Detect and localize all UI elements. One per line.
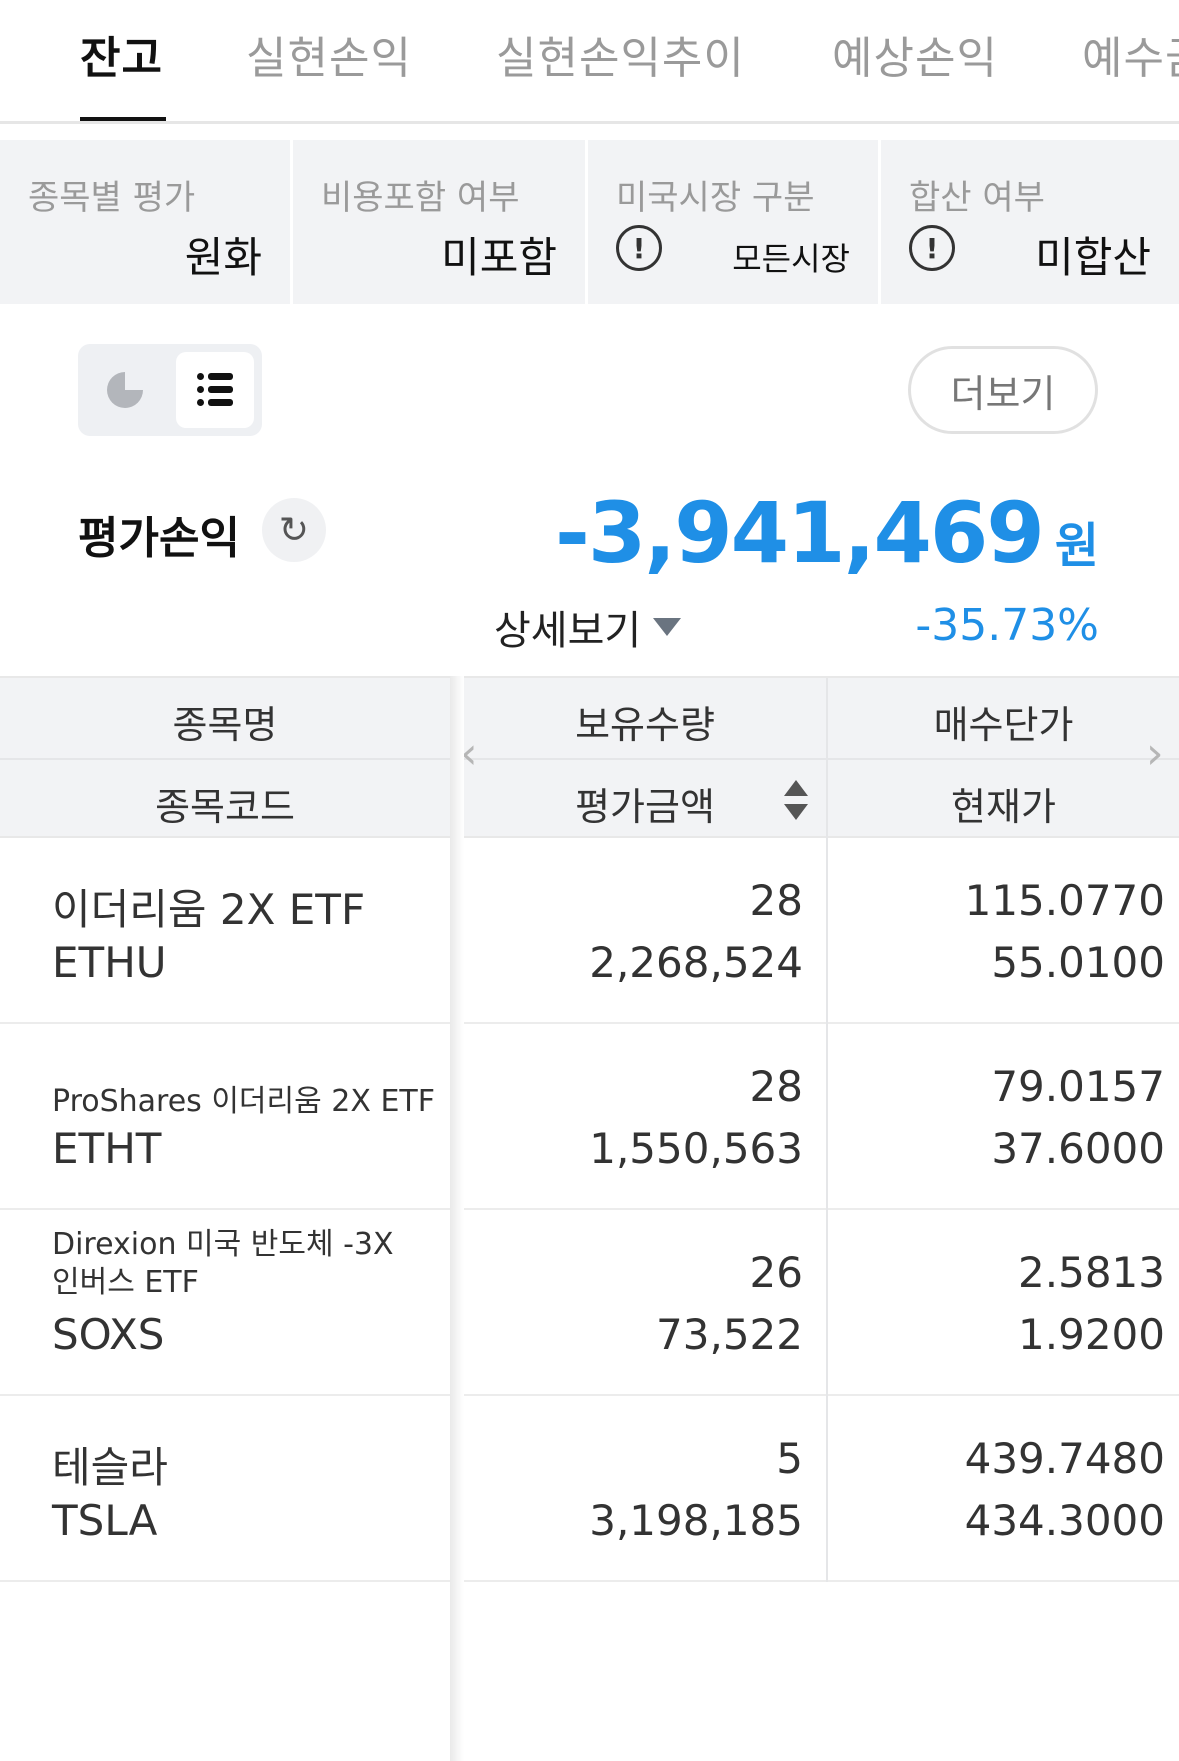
stock-code: ETHT	[52, 1124, 162, 1173]
valuation-amount: 2,268,524	[589, 938, 803, 987]
buy-price: 115.0770	[964, 876, 1165, 925]
header-code: 종목코드	[155, 785, 295, 829]
pnl-label: 평가손익	[78, 513, 240, 564]
quantity: 26	[749, 1248, 803, 1297]
list-icon	[197, 373, 233, 407]
info-icon[interactable]: !	[909, 225, 955, 271]
info-icon[interactable]: !	[616, 225, 662, 271]
merge-filter-value: 미합산	[1035, 233, 1151, 282]
header-valuation-amount[interactable]: 평가금액	[575, 785, 715, 829]
valuation-amount: 1,550,563	[589, 1124, 803, 1173]
header-current-price: 현재가	[951, 785, 1056, 829]
buy-price: 2.5813	[1018, 1248, 1165, 1297]
sort-icon[interactable]	[784, 780, 808, 824]
tab-balance[interactable]: 잔고	[80, 33, 163, 84]
tab-bar: 잔고 실현손익 실현손익추이 예상손익 예수금	[0, 0, 1179, 124]
stock-name: ProShares 이더리움 2X ETF	[52, 1084, 435, 1119]
current-price: 55.0100	[991, 938, 1165, 987]
quantity: 28	[749, 1062, 803, 1111]
table-row[interactable]: 테슬라 TSLA 5 3,198,185 439.7480 434.3000	[0, 1396, 1179, 1582]
active-tab-indicator	[80, 117, 166, 121]
table-header: 종목명 종목코드 보유수량 평가금액 매수단가 현재가 ‹ ›	[0, 676, 1179, 840]
valuation-amount: 3,198,185	[589, 1496, 803, 1545]
caret-down-icon	[653, 618, 682, 636]
pnl-amount: -3,941,469 원	[555, 484, 1099, 582]
list-view-button[interactable]	[176, 352, 254, 428]
chevron-right-icon[interactable]: ›	[1146, 728, 1164, 779]
stock-name: Direxion 미국 반도체 -3X 인버스 ETF	[52, 1227, 394, 1300]
stock-code: SOXS	[52, 1310, 165, 1359]
frozen-column-shadow	[450, 676, 464, 1761]
stock-code: ETHU	[52, 938, 167, 987]
stock-name: 이더리움 2X ETF	[52, 885, 366, 934]
pnl-unit: 원	[1054, 518, 1099, 574]
buy-price: 79.0157	[991, 1062, 1165, 1111]
pnl-value: -3,941,469	[555, 484, 1045, 582]
stock-code: TSLA	[52, 1496, 158, 1545]
valuation-filter[interactable]: 종목별 평가 원화	[0, 140, 290, 304]
filter-bar: 종목별 평가 원화 비용포함 여부 미포함 미국시장 구분 ! 모든시장 합산 …	[0, 140, 1179, 304]
buy-price: 439.7480	[964, 1434, 1165, 1483]
header-name: 종목명	[172, 703, 278, 747]
table-row[interactable]: 이더리움 2X ETF ETHU 28 2,268,524 115.0770 5…	[0, 838, 1179, 1024]
current-price: 1.9200	[1018, 1310, 1165, 1359]
chevron-left-icon[interactable]: ‹	[460, 728, 478, 779]
column-divider	[826, 838, 828, 1582]
stock-name: 테슬라	[52, 1443, 168, 1492]
tab-deposit[interactable]: 예수금	[1082, 33, 1179, 84]
pie-chart-view-button[interactable]	[86, 352, 164, 428]
merge-filter[interactable]: 합산 여부 ! 미합산	[881, 140, 1179, 304]
pnl-rate: -35.73%	[915, 600, 1099, 651]
refresh-icon[interactable]: ↻	[262, 498, 326, 562]
current-price: 434.3000	[964, 1496, 1165, 1545]
cost-filter-value: 미포함	[441, 233, 557, 282]
detail-toggle-label: 상세보기	[494, 608, 642, 654]
table-row[interactable]: ProShares 이더리움 2X ETF ETHT 28 1,550,563 …	[0, 1024, 1179, 1210]
header-quantity: 보유수량	[575, 703, 715, 747]
quantity: 5	[776, 1434, 803, 1483]
cost-filter[interactable]: 비용포함 여부 미포함	[293, 140, 585, 304]
merge-filter-label: 합산 여부	[909, 178, 1045, 218]
cost-filter-label: 비용포함 여부	[321, 178, 520, 218]
market-filter-label: 미국시장 구분	[616, 178, 815, 218]
table-row[interactable]: Direxion 미국 반도체 -3X 인버스 ETF SOXS 26 73,5…	[0, 1210, 1179, 1396]
tab-expected-pnl[interactable]: 예상손익	[832, 33, 998, 84]
header-buy-price: 매수단가	[933, 703, 1074, 747]
view-toggle	[78, 344, 262, 436]
market-filter-value: 모든시장	[732, 240, 850, 278]
valuation-filter-label: 종목별 평가	[28, 178, 196, 218]
pie-chart-icon	[107, 372, 143, 408]
detail-toggle[interactable]: 상세보기	[494, 598, 682, 656]
market-filter[interactable]: 미국시장 구분 ! 모든시장	[588, 140, 878, 304]
valuation-amount: 73,522	[656, 1310, 803, 1359]
tab-realized-pnl-trend[interactable]: 실현손익추이	[496, 33, 745, 84]
more-button[interactable]: 더보기	[908, 346, 1098, 434]
current-price: 37.6000	[991, 1124, 1165, 1173]
valuation-filter-value: 원화	[184, 233, 262, 282]
holdings-table: 종목명 종목코드 보유수량 평가금액 매수단가 현재가 ‹ › 이더리움 2X …	[0, 676, 1179, 1761]
tab-realized-pnl[interactable]: 실현손익	[246, 33, 412, 84]
quantity: 28	[749, 876, 803, 925]
